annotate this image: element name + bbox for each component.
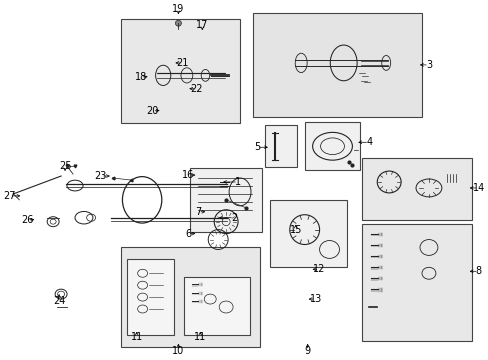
Text: 12: 12	[313, 264, 325, 274]
Text: 16: 16	[182, 170, 194, 180]
Text: 20: 20	[146, 105, 159, 116]
Text: 4: 4	[366, 137, 371, 147]
Text: 11: 11	[130, 332, 142, 342]
Text: 24: 24	[53, 296, 65, 306]
Ellipse shape	[175, 20, 181, 26]
Text: 13: 13	[309, 294, 321, 304]
Bar	[362, 224, 471, 341]
Text: 17: 17	[196, 20, 208, 30]
Text: 14: 14	[471, 183, 484, 193]
Bar	[121, 247, 260, 347]
Bar	[269, 200, 346, 267]
Bar	[190, 168, 262, 231]
Text: 15: 15	[289, 225, 301, 235]
Text: 6: 6	[185, 229, 191, 239]
Text: 5: 5	[253, 142, 260, 152]
Bar	[362, 158, 471, 220]
Bar	[264, 125, 296, 167]
Text: 10: 10	[172, 346, 184, 356]
Text: 26: 26	[21, 215, 33, 225]
Text: 1: 1	[235, 177, 241, 187]
Bar	[121, 19, 240, 123]
Bar	[126, 260, 174, 335]
Text: 9: 9	[304, 346, 310, 356]
Bar	[184, 277, 249, 335]
Text: 25: 25	[59, 161, 71, 171]
Bar	[252, 13, 421, 117]
Text: 22: 22	[190, 84, 202, 94]
Text: 21: 21	[176, 58, 188, 68]
Text: 3: 3	[425, 60, 431, 70]
Text: 19: 19	[172, 4, 184, 14]
Text: 27: 27	[3, 191, 16, 201]
Text: 18: 18	[134, 72, 146, 82]
Text: 23: 23	[95, 171, 107, 181]
Bar	[304, 122, 360, 170]
Text: 11: 11	[194, 332, 206, 342]
Text: 7: 7	[195, 207, 201, 217]
Text: 8: 8	[475, 266, 481, 276]
Text: 2: 2	[230, 213, 237, 223]
